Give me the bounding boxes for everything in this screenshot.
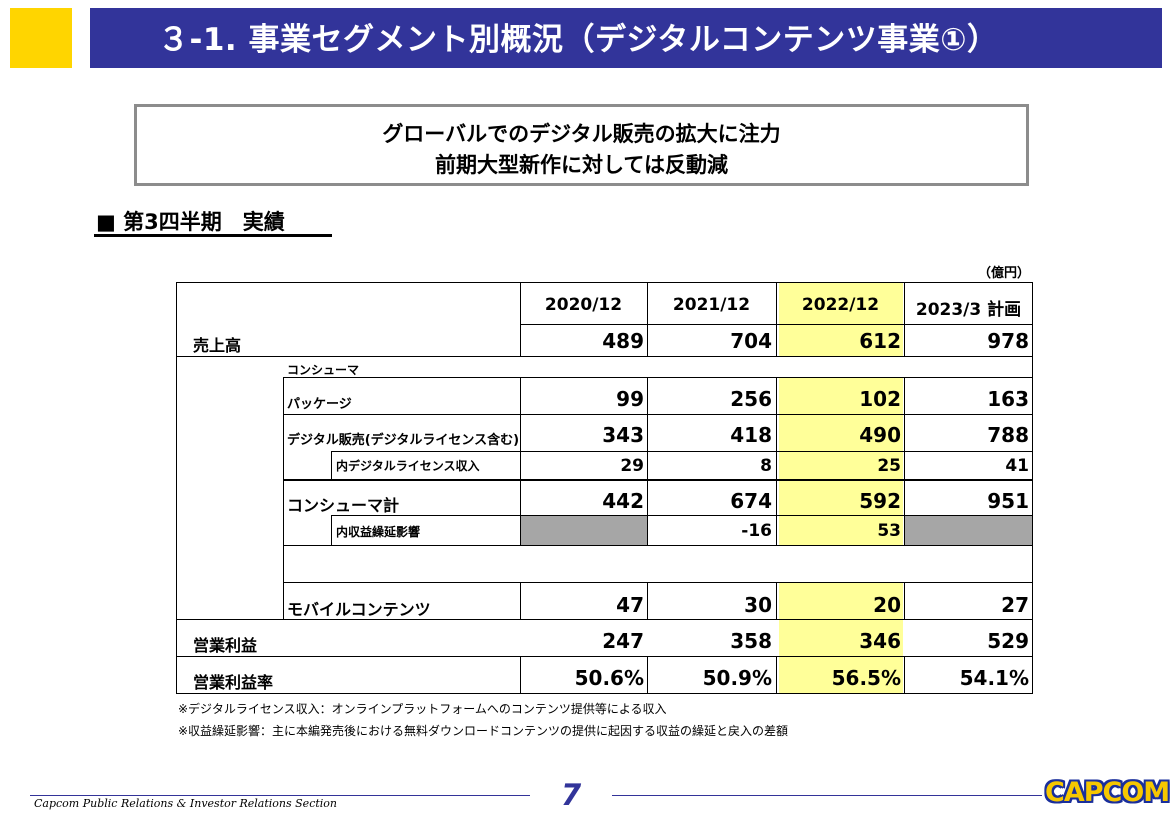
column-header: 2020/12 bbox=[544, 295, 623, 315]
table-cell: 490 bbox=[859, 423, 901, 447]
gray-cell-2020 bbox=[521, 516, 647, 545]
column-header: 2021/12 bbox=[672, 295, 751, 315]
table-cell: 102 bbox=[859, 387, 901, 411]
table-cell: 256 bbox=[730, 387, 772, 411]
footnote: ※デジタルライセンス収入：オンラインプラットフォームへのコンテンツ提供等による収… bbox=[178, 702, 667, 716]
section-bullet: ■ bbox=[96, 210, 116, 234]
table-cell: 47 bbox=[616, 593, 644, 617]
table-cell: 163 bbox=[987, 387, 1029, 411]
table-cell: 8 bbox=[760, 456, 772, 476]
table-cell: 612 bbox=[859, 329, 901, 353]
table-cell: 41 bbox=[1005, 456, 1029, 476]
row-label-digital-sales: デジタル販売(デジタルライセンス含む) bbox=[287, 433, 520, 448]
column-header: 2023/3 計画 bbox=[915, 300, 1022, 320]
table-cell: 27 bbox=[1001, 593, 1029, 617]
title-bar bbox=[90, 8, 1162, 68]
headline-line-1: グローバルでのデジタル販売の拡大に注力 bbox=[382, 122, 781, 146]
highlight-consumer-2022 bbox=[779, 378, 903, 546]
row-label-operating-income: 営業利益 bbox=[193, 636, 258, 655]
table-cell: 343 bbox=[602, 423, 644, 447]
table-cell: 592 bbox=[859, 489, 901, 513]
table-cell: 442 bbox=[602, 489, 644, 513]
gray-cell-plan bbox=[905, 516, 1032, 545]
table-cell: 247 bbox=[602, 629, 644, 653]
page-title: ３-1. 事業セグメント別概況（デジタルコンテンツ事業①） bbox=[158, 22, 999, 58]
table-cell: 358 bbox=[730, 629, 772, 653]
row-label-mobile-contents: モバイルコンテンツ bbox=[287, 600, 431, 619]
table-cell: 674 bbox=[730, 489, 772, 513]
footer-rule-left bbox=[30, 795, 530, 796]
table-cell: 489 bbox=[602, 329, 644, 353]
footnote: ※収益繰延影響：主に本編発売後における無料ダウンロードコンテンツの提供に起因する… bbox=[178, 724, 789, 738]
title-accent-square bbox=[10, 8, 72, 68]
table-cell: 29 bbox=[620, 456, 644, 476]
table-cell: 788 bbox=[987, 423, 1029, 447]
row-label-consumer: コンシューマ bbox=[287, 363, 360, 377]
highlight-bottom-2022 bbox=[779, 583, 903, 693]
row-label-sales: 売上高 bbox=[193, 336, 242, 355]
footer-department: Capcom Public Relations & Investor Relat… bbox=[34, 797, 337, 810]
row-label-consumer-total: コンシューマ計 bbox=[287, 496, 400, 515]
table-cell: -16 bbox=[741, 521, 772, 541]
column-header: 2022/12 bbox=[801, 295, 880, 315]
table-cell: 50.9% bbox=[702, 666, 772, 690]
row-label-operating-margin: 営業利益率 bbox=[193, 673, 274, 692]
table-cell: 30 bbox=[744, 593, 772, 617]
table-cell: 99 bbox=[616, 387, 644, 411]
highlight-header-2022 bbox=[779, 283, 903, 324]
table-cell: 20 bbox=[873, 593, 901, 617]
table-cell: 418 bbox=[730, 423, 772, 447]
section-heading: ■ 第3四半期 実績 bbox=[96, 206, 285, 236]
section-title: 第3四半期 実績 bbox=[123, 210, 285, 234]
headline-box: グローバルでのデジタル販売の拡大に注力 前期大型新作に対しては反動減 bbox=[134, 104, 1029, 186]
table-cell: 529 bbox=[987, 629, 1029, 653]
table-cell: 25 bbox=[877, 456, 901, 476]
table-cell: 704 bbox=[730, 329, 772, 353]
table-cell: 56.5% bbox=[831, 666, 901, 690]
row-label-revenue-deferral: 内収益繰延影響 bbox=[336, 525, 421, 539]
table-cell: 50.6% bbox=[574, 666, 644, 690]
footer-rule-right bbox=[612, 795, 1042, 796]
section-underline bbox=[94, 234, 332, 237]
table-cell: 54.1% bbox=[959, 666, 1029, 690]
table-cell: 53 bbox=[877, 521, 901, 541]
row-label-package: パッケージ bbox=[287, 397, 352, 412]
highlight-sales-2022 bbox=[779, 325, 903, 357]
table-cell: 951 bbox=[987, 489, 1029, 513]
capcom-logo: CAPCOM bbox=[1045, 777, 1170, 808]
page-number: 7 bbox=[561, 778, 582, 812]
table-cell: 346 bbox=[859, 629, 901, 653]
row-label-digital-license: 内デジタルライセンス収入 bbox=[336, 459, 480, 473]
headline-line-2: 前期大型新作に対しては反動減 bbox=[435, 153, 728, 177]
unit-label: （億円） bbox=[978, 266, 1031, 281]
table-cell: 978 bbox=[987, 329, 1029, 353]
